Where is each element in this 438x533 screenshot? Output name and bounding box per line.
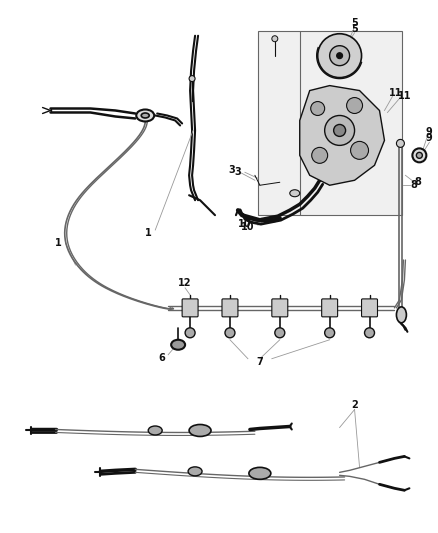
Text: 5: 5 [351,18,358,28]
Text: 2: 2 [351,400,358,409]
Text: 8: 8 [410,180,417,190]
Ellipse shape [249,467,271,479]
Text: 5: 5 [351,24,358,34]
Circle shape [346,98,363,114]
Text: 9: 9 [426,133,433,143]
FancyBboxPatch shape [272,299,288,317]
Circle shape [311,101,325,116]
Circle shape [396,140,404,148]
Circle shape [413,148,426,163]
Circle shape [189,76,195,82]
Circle shape [185,328,195,338]
Text: 12: 12 [178,278,192,288]
Circle shape [334,124,346,136]
Ellipse shape [189,424,211,437]
FancyBboxPatch shape [321,299,338,317]
Ellipse shape [396,307,406,323]
Circle shape [417,152,422,158]
Circle shape [330,46,350,66]
Ellipse shape [136,109,154,122]
Polygon shape [300,86,385,185]
Ellipse shape [171,340,185,350]
FancyBboxPatch shape [361,299,378,317]
Circle shape [318,34,361,78]
Text: 10: 10 [241,222,254,232]
FancyBboxPatch shape [182,299,198,317]
Circle shape [225,328,235,338]
Ellipse shape [141,113,149,118]
Circle shape [364,328,374,338]
Circle shape [350,141,368,159]
FancyBboxPatch shape [258,31,403,215]
Text: 1: 1 [145,228,152,238]
Circle shape [275,328,285,338]
Text: 6: 6 [159,353,166,363]
Text: 10: 10 [238,219,252,229]
FancyBboxPatch shape [222,299,238,317]
Circle shape [325,328,335,338]
Circle shape [272,36,278,42]
Text: 1: 1 [55,238,62,248]
Circle shape [325,116,355,146]
Text: 8: 8 [414,177,421,187]
Ellipse shape [290,190,300,197]
Text: 3: 3 [229,165,235,175]
Circle shape [337,53,343,59]
Text: 11: 11 [389,87,402,98]
Text: 7: 7 [257,357,263,367]
Ellipse shape [188,467,202,476]
Text: 9: 9 [426,127,433,138]
Text: 3: 3 [235,167,241,177]
Text: 11: 11 [398,91,411,101]
Circle shape [312,148,328,163]
Ellipse shape [148,426,162,435]
